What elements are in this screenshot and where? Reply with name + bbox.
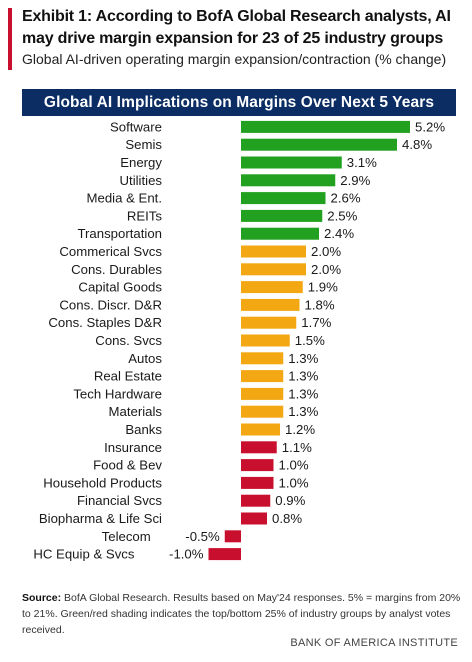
value-label: 5.2%	[415, 119, 445, 134]
value-label: 1.3%	[288, 369, 318, 384]
bar-food-bev	[241, 459, 274, 472]
value-label: 4.8%	[402, 137, 432, 152]
bar-cons-svcs	[241, 334, 290, 347]
value-label: 1.3%	[288, 404, 318, 419]
chart-title: Global AI Implications on Margins Over N…	[22, 89, 456, 116]
footer-brand: BANK OF AMERICA INSTITUTE	[290, 637, 458, 649]
bar-cons-discr-d-r	[241, 298, 300, 311]
bar-software	[241, 120, 410, 133]
value-label: 1.8%	[305, 297, 335, 312]
value-label: 0.9%	[275, 493, 305, 508]
category-label: Real Estate	[94, 369, 162, 384]
bar-biopharma-life-sci	[241, 512, 267, 525]
bar-semis	[241, 138, 397, 151]
bar-real-estate	[241, 370, 284, 383]
value-label: 2.5%	[327, 208, 357, 223]
bar-financial-svcs	[241, 494, 271, 507]
value-label: 1.1%	[282, 440, 312, 455]
exhibit-subtitle: Global AI-driven operating margin expans…	[22, 51, 447, 67]
exhibit-title: Exhibit 1: According to BofA Global Rese…	[22, 8, 451, 47]
bar-reits	[241, 209, 323, 222]
bar-media-ent	[241, 192, 326, 205]
bar-utilities	[241, 174, 336, 187]
category-label: Financial Svcs	[77, 493, 162, 508]
category-label: Tech Hardware	[73, 386, 162, 401]
category-label: Banks	[125, 422, 162, 437]
category-label: Utilities	[120, 173, 163, 188]
source-note: Source: BofA Global Research. Results ba…	[22, 590, 462, 638]
bar-tech-hardware	[241, 387, 284, 400]
value-label: 2.0%	[311, 244, 341, 259]
bar-banks	[241, 423, 280, 436]
category-label: Household Products	[43, 475, 162, 490]
category-label: Cons. Svcs	[95, 333, 162, 348]
category-label: Food & Bev	[93, 458, 162, 473]
bar-chart: Software 5.2% Semis 4.8% Energy 3.1% Utilities…	[33, 119, 445, 562]
category-label: Insurance	[104, 440, 162, 455]
value-label: 1.3%	[288, 386, 318, 401]
bar-hc-equip-svcs	[208, 548, 241, 561]
title-accent-bar	[8, 8, 12, 70]
value-label: -0.5%	[185, 529, 220, 544]
category-label: Media & Ent.	[87, 191, 163, 206]
category-label: Cons. Discr. D&R	[59, 297, 162, 312]
bar-capital-goods	[241, 281, 303, 294]
category-label: REITs	[127, 208, 163, 223]
value-label: 0.8%	[272, 511, 302, 526]
bar-commerical-svcs	[241, 245, 306, 258]
value-label: 1.3%	[288, 351, 318, 366]
bar-insurance	[241, 441, 277, 454]
value-label: 3.1%	[347, 155, 377, 170]
value-label: 1.5%	[295, 333, 325, 348]
bar-household-products	[241, 476, 274, 489]
category-label: Cons. Durables	[71, 262, 162, 277]
bar-transportation	[241, 227, 319, 240]
value-label: 1.0%	[279, 458, 309, 473]
category-label: Energy	[120, 155, 162, 170]
value-label: -1.0%	[169, 547, 204, 562]
category-label: Cons. Staples D&R	[48, 315, 162, 330]
category-label: Telecom	[102, 529, 151, 544]
bar-autos	[241, 352, 284, 365]
bar-cons-staples-d-r	[241, 316, 297, 329]
category-label: Biopharma & Life Sci	[39, 511, 162, 526]
category-label: HC Equip & Svcs	[33, 547, 135, 562]
value-label: 2.6%	[331, 191, 361, 206]
value-label: 2.9%	[340, 173, 370, 188]
category-label: Autos	[128, 351, 162, 366]
bar-cons-durables	[241, 263, 306, 276]
bar-telecom	[224, 530, 241, 543]
value-label: 2.4%	[324, 226, 354, 241]
category-label: Transportation	[77, 226, 162, 241]
category-label: Software	[110, 119, 162, 134]
value-label: 1.0%	[279, 475, 309, 490]
value-label: 1.2%	[285, 422, 315, 437]
bar-materials	[241, 405, 284, 418]
source-text: BofA Global Research. Results based on M…	[22, 592, 461, 636]
category-label: Materials	[109, 404, 163, 419]
value-label: 2.0%	[311, 262, 341, 277]
value-label: 1.7%	[301, 315, 331, 330]
value-label: 1.9%	[308, 280, 338, 295]
category-label: Capital Goods	[78, 280, 162, 295]
bar-energy	[241, 156, 342, 169]
source-label: Source:	[22, 592, 62, 604]
category-label: Semis	[125, 137, 162, 152]
category-label: Commerical Svcs	[59, 244, 162, 259]
